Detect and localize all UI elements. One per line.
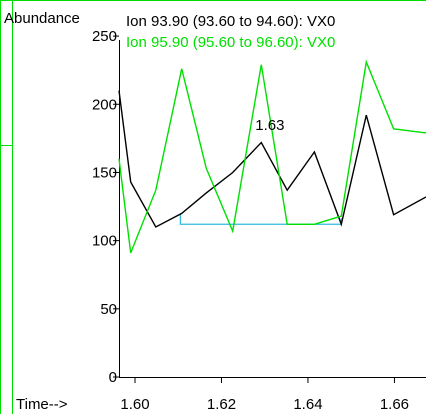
legend: Ion 93.90 (93.60 to 94.60): VX0 Ion 95.9… [126, 13, 335, 51]
x-tick-label: 1.62 [207, 396, 236, 413]
y-tick-label: 50 [100, 301, 117, 318]
x-axis-label: Time--> [16, 396, 68, 413]
x-tick-label: 1.64 [293, 396, 322, 413]
series-line-1 [118, 59, 426, 254]
x-axis-ticks: 1.60 1.62 1.64 1.66 [120, 377, 409, 413]
y-tick-label: 100 [92, 233, 117, 250]
x-tick-label: 1.66 [380, 396, 409, 413]
series-group [118, 59, 426, 254]
y-tick-label: 0 [109, 369, 117, 386]
legend-entry-ion-93-90: Ion 93.90 (93.60 to 94.60): VX0 [126, 13, 335, 30]
y-tick-label: 250 [92, 28, 117, 45]
legend-entry-ion-95-90: Ion 95.90 (95.60 to 96.60): VX0 [126, 34, 335, 51]
y-tick-label: 150 [92, 164, 117, 181]
series-line-0 [118, 90, 426, 228]
peak-retention-label: 1.63 [255, 117, 284, 134]
x-tick-label: 1.60 [120, 396, 149, 413]
integration-baseline-line [179, 214, 342, 225]
integration-baseline [179, 214, 342, 225]
y-tick-label: 200 [92, 96, 117, 113]
y-axis-ticks: 0 50 100 150 200 250 [92, 28, 119, 386]
annotations: 1.63 [255, 117, 284, 134]
y-axis-label: Abundance [4, 10, 80, 27]
